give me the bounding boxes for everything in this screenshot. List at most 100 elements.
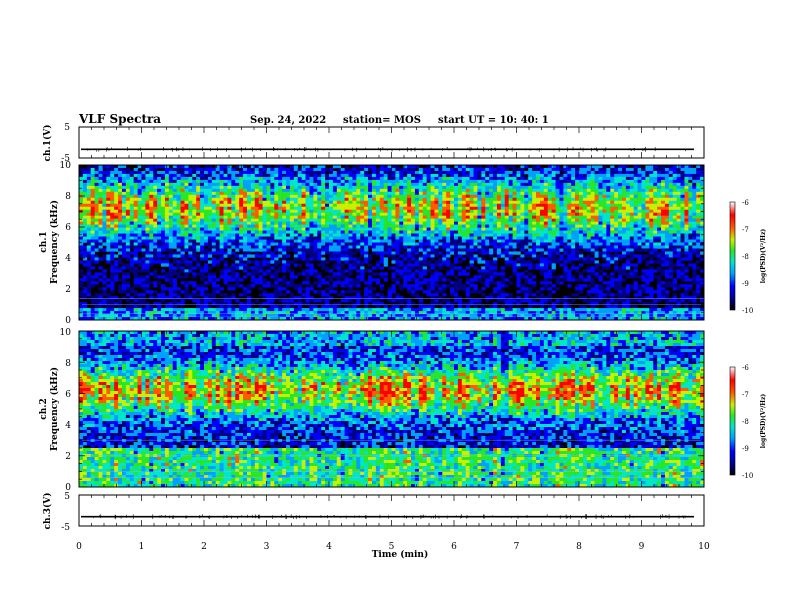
spectrogram-cell xyxy=(489,293,494,297)
spectrogram-cell xyxy=(258,197,263,202)
spectrogram-cell xyxy=(500,278,506,282)
spectrogram-cell xyxy=(192,167,197,172)
spectrogram-cell xyxy=(121,281,127,285)
spectrogram-cell xyxy=(426,221,431,225)
spectrogram-cell xyxy=(418,179,424,184)
spectrogram-cell xyxy=(477,239,482,243)
spectrogram-cell xyxy=(110,176,115,181)
spectrogram-cell xyxy=(465,224,470,228)
spectrogram-cell xyxy=(434,176,439,181)
spectrogram-cell xyxy=(153,296,158,300)
spectrogram-cell xyxy=(192,218,197,222)
spectrogram-cell xyxy=(422,191,427,196)
spectrogram-cell xyxy=(454,218,459,222)
spectrogram-cell xyxy=(301,182,306,187)
spectrogram-cell xyxy=(282,176,287,181)
spectrogram-cell xyxy=(133,170,138,175)
spectrogram-cell xyxy=(153,194,158,199)
spectrogram-cell xyxy=(219,191,224,196)
spectrogram-cell xyxy=(231,197,236,202)
spectrogram-cell xyxy=(121,233,127,237)
spectrogram-cell xyxy=(157,179,162,184)
spectrogram-cell xyxy=(188,248,193,252)
spectrogram-cell xyxy=(481,209,486,213)
spectrogram-cell xyxy=(473,218,478,222)
spectrogram-cell xyxy=(469,248,474,252)
spectrogram-cell xyxy=(211,209,217,213)
spectrogram-cell xyxy=(293,206,299,211)
spectrogram-cell xyxy=(493,290,498,294)
spectrogram-cell xyxy=(403,278,408,282)
spectrogram-cell xyxy=(364,242,369,246)
spectrogram-cell xyxy=(422,194,427,199)
spectrogram-cell xyxy=(79,182,84,187)
spectrogram-cell xyxy=(258,194,263,199)
spectrogram-cell xyxy=(121,218,127,222)
spectrogram-cell xyxy=(457,299,463,303)
spectrogram-cell xyxy=(121,263,127,267)
spectrogram-cell xyxy=(297,245,302,249)
spectrogram-cell xyxy=(481,236,486,240)
spectrogram-cell xyxy=(368,167,373,172)
spectrogram-cell xyxy=(485,203,490,208)
spectrogram-cell xyxy=(446,299,451,303)
spectrogram-cell xyxy=(207,197,213,202)
spectrogram-cell xyxy=(414,278,420,282)
spectrogram-cell xyxy=(102,317,107,321)
spectrogram-cell xyxy=(254,206,259,211)
spectrogram-cell xyxy=(340,275,345,279)
spectrogram-cell xyxy=(192,227,197,231)
spectrogram-cell xyxy=(383,251,388,255)
spectrogram-cell xyxy=(270,233,275,237)
spectrogram-cell xyxy=(118,311,123,315)
spectrogram-cell xyxy=(383,317,388,321)
spectrogram-cell xyxy=(465,185,470,190)
spectrogram-cell xyxy=(411,215,416,219)
spectrogram-cell xyxy=(172,299,177,303)
spectrogram-cell xyxy=(82,302,88,306)
spectrogram-cell xyxy=(219,215,224,219)
spectrogram-cell xyxy=(200,224,205,228)
spectrogram-cell xyxy=(114,272,119,276)
spectrogram-cell xyxy=(172,305,177,309)
spectrogram-cell xyxy=(500,215,506,219)
spectrogram-cell xyxy=(317,311,322,315)
spectrogram-cell xyxy=(286,266,291,270)
spectrogram-cell xyxy=(215,242,220,246)
spectrogram-cell xyxy=(164,165,170,169)
spectrogram-cell xyxy=(305,293,310,297)
spectrogram-cell xyxy=(446,248,451,252)
spectrogram-cell xyxy=(282,302,287,306)
spectrogram-cell xyxy=(250,311,256,315)
spectrogram-cell xyxy=(262,185,267,190)
spectrogram-cell xyxy=(137,269,142,273)
spectrogram-cell xyxy=(98,242,103,246)
spectrogram-cell xyxy=(180,230,185,234)
spectrogram-cell xyxy=(133,239,138,243)
spectrogram-cell xyxy=(149,206,154,211)
spectrogram-cell xyxy=(317,203,322,208)
spectrogram-cell xyxy=(258,206,263,211)
spectrogram-cell xyxy=(98,197,103,202)
spectrogram-cell xyxy=(172,221,177,225)
spectrogram-cell xyxy=(274,263,279,267)
spectrogram-cell xyxy=(270,167,275,172)
spectrogram-cell xyxy=(368,317,373,321)
spectrogram-cell xyxy=(313,251,318,255)
spectrogram-cell xyxy=(223,165,228,169)
spectrogram-cell xyxy=(246,272,252,276)
spectrogram-cell xyxy=(321,221,326,225)
spectrogram-cell xyxy=(200,221,205,225)
spectrogram-cell xyxy=(196,215,201,219)
spectrogram-cell xyxy=(172,302,177,306)
spectrogram-cell xyxy=(344,317,349,321)
spectrogram-cell xyxy=(133,269,138,273)
spectrogram-cell xyxy=(360,212,365,216)
spectrogram-cell xyxy=(297,287,302,291)
spectrogram-cell xyxy=(121,245,127,249)
spectrogram-cell xyxy=(395,185,400,190)
spectrogram-cell xyxy=(465,293,470,297)
spectrogram-cell xyxy=(262,284,267,288)
spectrogram-cell xyxy=(356,314,361,318)
spectrogram-cell xyxy=(446,242,451,246)
